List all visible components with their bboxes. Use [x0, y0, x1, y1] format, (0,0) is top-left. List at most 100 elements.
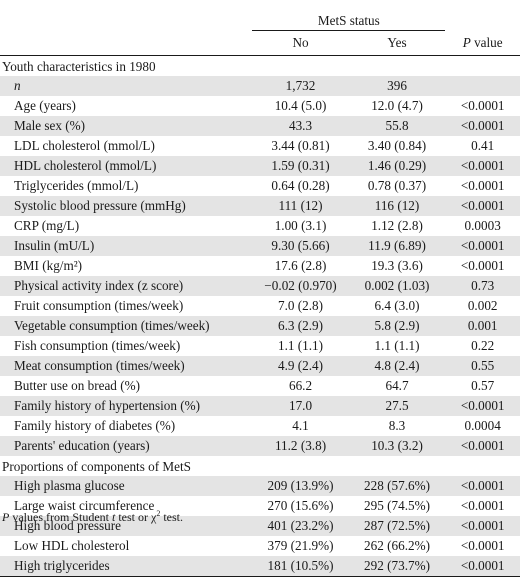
cell-yes: 1.46 (0.29)	[348, 156, 446, 176]
cell-no: 17.0	[252, 396, 349, 416]
table-row: Low HDL cholesterol 379 (21.9%) 262 (66.2%…	[0, 536, 520, 556]
cell-no: 17.6 (2.8)	[274, 258, 327, 273]
row-label: Parents' education (years)	[0, 436, 253, 456]
table-row: CRP (mg/L) 1.00 (3.1) 1.12 (2.8) 0.0003	[0, 216, 520, 236]
cell-no: 379 (21.9%)	[267, 538, 334, 553]
row-label: Family history of diabetes (%)	[14, 418, 176, 433]
cell-p-value: 0.41	[471, 138, 495, 153]
cell-yes: 116 (12)	[348, 196, 446, 216]
cell-yes: 6.4 (3.0)	[374, 298, 420, 313]
table-row: Meat consumption (times/week) 4.9 (2.4) 4.…	[0, 356, 520, 376]
table-row: High triglycerides 181 (10.5%) 292 (73.7%)…	[0, 556, 520, 577]
row-label: Fruit consumption (times/week)	[14, 298, 184, 313]
section-header-row: Youth characteristics in 1980	[0, 56, 520, 77]
table-row: Physical activity index (z score) −0.02 (…	[0, 276, 520, 296]
cell-yes: 8.3	[388, 418, 406, 433]
table-row: LDL cholesterol (mmol/L) 3.44 (0.81) 3.40 …	[0, 136, 520, 156]
cell-no: −0.02 (0.970)	[252, 276, 349, 296]
cell-p-value: 0.001	[445, 316, 520, 336]
cell-p-value: <0.0001	[445, 476, 520, 496]
cell-no: 6.3 (2.9)	[252, 316, 349, 336]
cell-no: 7.0 (2.8)	[277, 298, 324, 313]
cell-yes: 10.3 (3.2)	[348, 436, 446, 456]
table-row: Triglycerides (mmol/L) 0.64 (0.28) 0.78 (0…	[0, 176, 520, 196]
section-title: Youth characteristics in 1980	[2, 59, 156, 74]
cell-yes: 12.0 (4.7)	[371, 98, 423, 113]
row-label: Low HDL cholesterol	[14, 538, 130, 553]
cell-no: 4.9 (2.4)	[252, 356, 349, 376]
cell-yes: 4.8 (2.4)	[348, 356, 446, 376]
cell-p-value: <0.0001	[460, 98, 505, 113]
cell-p-value: 0.57	[471, 378, 495, 393]
row-label: Meat consumption (times/week)	[0, 356, 253, 376]
row-label: Age (years)	[14, 98, 76, 113]
cell-p-value: <0.0001	[445, 436, 520, 456]
row-label: High triglycerides	[0, 556, 253, 577]
cell-yes: 262 (66.2%)	[364, 538, 430, 553]
cell-yes: 55.8	[348, 116, 446, 136]
cell-p-value: <0.0001	[445, 196, 520, 216]
cell-no: 1.59 (0.31)	[252, 156, 349, 176]
cell-no: 11.2 (3.8)	[252, 436, 349, 456]
cell-p-value: 0.22	[471, 338, 495, 353]
cell-no: 181 (10.5%)	[252, 556, 349, 577]
table-row: Fish consumption (times/week) 1.1 (1.1) 1.…	[0, 336, 520, 356]
table-body: Youth characteristics in 1980 n 1,732 396 Ag…	[0, 56, 520, 577]
cell-no: 1.1 (1.1)	[277, 338, 324, 353]
cell-yes: 0.78 (0.37)	[367, 178, 427, 193]
table-row: Parents' education (years) 11.2 (3.8) 10.3…	[0, 436, 520, 456]
cell-no: 401 (23.2%)	[252, 516, 349, 536]
cell-yes: 292 (73.7%)	[348, 556, 446, 577]
header-group-row: MetS status	[0, 0, 520, 31]
row-label: CRP (mg/L)	[14, 218, 80, 233]
cell-p-value: 0.0004	[464, 418, 501, 433]
cell-no: 3.44 (0.81)	[271, 138, 330, 153]
cell-yes: 64.7	[385, 378, 409, 393]
section-header-row: Proportions of components of MetS	[0, 456, 520, 476]
cell-yes: 228 (57.6%)	[348, 476, 446, 496]
cell-yes: 396	[348, 76, 446, 96]
cell-p-value: 0.002	[467, 298, 498, 313]
cell-p-value	[445, 76, 520, 96]
cell-yes: 1.12 (2.8)	[371, 218, 423, 233]
cell-yes: 27.5	[348, 396, 446, 416]
cell-no: 1,732	[252, 76, 349, 96]
col-p-header: P value	[462, 34, 503, 50]
row-label: n	[0, 76, 253, 96]
row-label: Triglycerides (mmol/L)	[14, 178, 139, 193]
row-label: Male sex (%)	[0, 116, 253, 136]
cell-p-value: <0.0001	[445, 236, 520, 256]
cell-yes: 19.3 (3.6)	[371, 258, 423, 273]
table-row: HDL cholesterol (mmol/L) 1.59 (0.31) 1.46 …	[0, 156, 520, 176]
cell-p-value: <0.0001	[445, 156, 520, 176]
cell-p-value: <0.0001	[460, 538, 505, 553]
cell-no: 10.4 (5.0)	[274, 98, 327, 113]
cell-no: 209 (13.9%)	[252, 476, 349, 496]
cell-yes: 295 (74.5%)	[364, 498, 430, 513]
row-label: Insulin (mU/L)	[0, 236, 253, 256]
cell-no: 111 (12)	[252, 196, 349, 216]
cell-yes: 5.8 (2.9)	[348, 316, 446, 336]
row-label: High plasma glucose	[0, 476, 253, 496]
row-label: LDL cholesterol (mmol/L)	[14, 138, 155, 153]
section-title: Proportions of components of MetS	[2, 459, 192, 474]
cell-no: 0.64 (0.28)	[271, 178, 330, 193]
cell-p-value: <0.0001	[445, 516, 520, 536]
cell-no: 4.1	[292, 418, 309, 433]
row-label: BMI (kg/m²)	[14, 258, 83, 273]
cell-yes: 0.002 (1.03)	[348, 276, 446, 296]
column-header-row: No Yes P value	[0, 31, 520, 56]
cell-p-value: <0.0001	[445, 116, 520, 136]
cell-p-value: <0.0001	[460, 498, 505, 513]
cell-p-value: <0.0001	[445, 396, 520, 416]
cell-p-value: 0.73	[445, 276, 520, 296]
table-row: Systolic blood pressure (mmHg) 111 (12) 11…	[0, 196, 520, 216]
table-row: Male sex (%) 43.3 55.8 <0.0001	[0, 116, 520, 136]
table-row: High plasma glucose 209 (13.9%) 228 (57.6%…	[0, 476, 520, 496]
cell-p-value: <0.0001	[460, 178, 505, 193]
cell-no: 66.2	[288, 378, 313, 393]
col-yes-header: Yes	[387, 35, 407, 50]
cell-no: 1.00 (3.1)	[274, 218, 327, 233]
